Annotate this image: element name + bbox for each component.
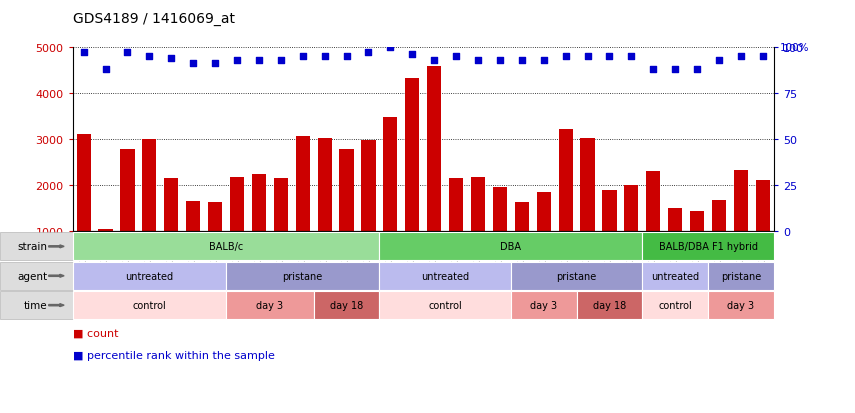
- Bar: [712, 200, 726, 231]
- Bar: [98, 229, 113, 231]
- Point: [186, 61, 200, 67]
- Point: [296, 53, 310, 60]
- Point: [515, 57, 528, 64]
- Bar: [76, 135, 91, 231]
- Bar: [756, 181, 770, 231]
- Point: [690, 66, 704, 73]
- Bar: [121, 150, 134, 231]
- Point: [405, 52, 419, 58]
- Text: control: control: [133, 300, 166, 311]
- Point: [734, 53, 748, 60]
- Bar: [230, 178, 245, 231]
- Text: DBA: DBA: [500, 242, 522, 252]
- Point: [209, 61, 222, 67]
- Point: [362, 50, 375, 56]
- Point: [164, 55, 178, 62]
- Bar: [405, 79, 420, 231]
- Text: day 3: day 3: [728, 300, 754, 311]
- Text: 100%: 100%: [780, 43, 810, 52]
- Bar: [558, 129, 573, 231]
- Text: pristane: pristane: [721, 271, 761, 281]
- Text: untreated: untreated: [652, 271, 699, 281]
- Point: [274, 57, 287, 64]
- Text: control: control: [658, 300, 692, 311]
- Text: control: control: [428, 300, 462, 311]
- Bar: [142, 140, 156, 231]
- Bar: [668, 209, 682, 231]
- Text: pristane: pristane: [557, 271, 597, 281]
- Point: [646, 66, 660, 73]
- Text: ■ percentile rank within the sample: ■ percentile rank within the sample: [73, 350, 274, 360]
- Bar: [274, 178, 288, 231]
- Bar: [164, 178, 179, 231]
- Bar: [734, 170, 748, 231]
- Point: [449, 53, 463, 60]
- Point: [537, 57, 551, 64]
- Bar: [208, 203, 222, 231]
- Point: [669, 66, 682, 73]
- Point: [143, 53, 156, 60]
- Bar: [471, 178, 485, 231]
- Point: [339, 53, 353, 60]
- Text: time: time: [23, 300, 47, 311]
- Point: [252, 57, 266, 64]
- Bar: [492, 188, 507, 231]
- Text: day 18: day 18: [593, 300, 626, 311]
- Bar: [383, 117, 398, 231]
- Point: [493, 57, 507, 64]
- Bar: [339, 150, 354, 231]
- Bar: [581, 138, 595, 231]
- Bar: [362, 141, 375, 231]
- Text: BALB/c: BALB/c: [209, 242, 243, 252]
- Text: GDS4189 / 1416069_at: GDS4189 / 1416069_at: [73, 12, 234, 26]
- Text: untreated: untreated: [421, 271, 469, 281]
- Bar: [251, 175, 266, 231]
- Point: [428, 57, 441, 64]
- Point: [756, 53, 770, 60]
- Bar: [515, 203, 529, 231]
- Point: [384, 44, 398, 51]
- Text: day 18: day 18: [330, 300, 363, 311]
- Text: ■ count: ■ count: [73, 328, 118, 337]
- Point: [121, 50, 134, 56]
- Bar: [690, 211, 705, 231]
- Point: [559, 53, 573, 60]
- Point: [230, 57, 244, 64]
- Bar: [537, 192, 551, 231]
- Text: untreated: untreated: [126, 271, 174, 281]
- Bar: [317, 138, 332, 231]
- Bar: [296, 137, 310, 231]
- Point: [98, 66, 112, 73]
- Bar: [449, 178, 463, 231]
- Point: [603, 53, 616, 60]
- Bar: [427, 67, 441, 231]
- Point: [581, 53, 594, 60]
- Text: agent: agent: [17, 271, 47, 281]
- Bar: [624, 185, 639, 231]
- Point: [624, 53, 638, 60]
- Bar: [646, 171, 660, 231]
- Text: BALB/DBA F1 hybrid: BALB/DBA F1 hybrid: [658, 242, 758, 252]
- Text: day 3: day 3: [256, 300, 283, 311]
- Text: day 3: day 3: [530, 300, 557, 311]
- Text: strain: strain: [17, 242, 47, 252]
- Point: [712, 57, 726, 64]
- Bar: [602, 191, 616, 231]
- Point: [318, 53, 332, 60]
- Point: [77, 50, 91, 56]
- Point: [471, 57, 485, 64]
- Bar: [186, 202, 200, 231]
- Text: pristane: pristane: [283, 271, 323, 281]
